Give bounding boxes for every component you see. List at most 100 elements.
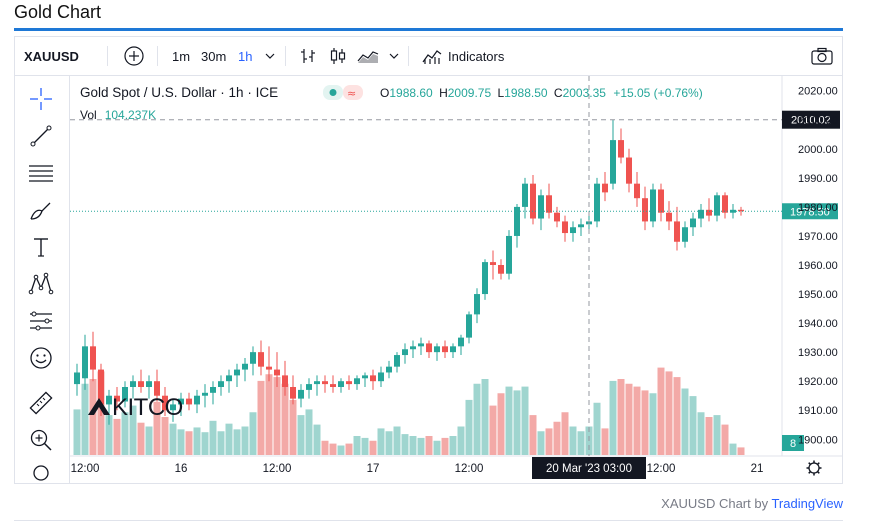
forecast-tool[interactable] <box>28 308 54 334</box>
candle-body <box>170 404 176 411</box>
indicators-icon <box>422 50 442 64</box>
snapshot-button[interactable] <box>811 37 833 75</box>
volume-bar <box>265 374 273 455</box>
tradingview-link[interactable]: TradingView <box>771 496 843 511</box>
time-tick-label: 12:00 <box>647 463 676 475</box>
plus-circle-icon <box>124 46 144 66</box>
interval-1m[interactable]: 1m <box>172 48 191 64</box>
last-price-tag <box>782 203 838 220</box>
price-tick-label: 1970.00 <box>798 231 838 243</box>
emoji-tool[interactable] <box>28 345 54 371</box>
candle-body <box>578 224 584 228</box>
price-tick-label: 1950.00 <box>798 289 838 301</box>
volume-bar <box>177 429 185 455</box>
gear-tooth <box>808 471 811 474</box>
candle-body <box>738 209 744 212</box>
text-tool[interactable] <box>28 234 54 260</box>
candle-body <box>250 352 256 364</box>
candle-body <box>354 378 360 385</box>
time-axis[interactable]: 12:00 16 12:00 17 12:00 12:00 21 <box>71 460 822 476</box>
candle-body <box>418 343 424 347</box>
volume-bar <box>233 429 241 455</box>
indicators-button[interactable]: Indicators <box>422 37 504 75</box>
interval-30m[interactable]: 30m <box>201 48 227 64</box>
time-tick-label: 21 <box>751 463 764 475</box>
crosshair-tool[interactable] <box>28 86 54 112</box>
volume-bar <box>225 423 233 455</box>
volume-bar <box>697 412 705 455</box>
candle-body <box>666 212 672 222</box>
last-price-line: 1978.50 8 <box>70 203 838 451</box>
bar-style-icon <box>301 49 315 63</box>
time-tick-label: 12:00 <box>71 463 100 475</box>
volume-bar <box>409 436 417 455</box>
brush-tool[interactable] <box>28 197 54 223</box>
volume-bar <box>257 380 265 455</box>
ruler-tool[interactable] <box>28 390 54 416</box>
volume-bar <box>521 386 529 455</box>
credit-text: XAUUSD Chart by <box>661 496 772 511</box>
candle-body <box>618 140 624 158</box>
volume-bar <box>361 437 369 455</box>
volume-bar <box>609 380 617 455</box>
candle-body <box>130 381 136 387</box>
volume-bar <box>121 412 129 455</box>
camera-icon <box>811 47 833 65</box>
volume-bar <box>113 418 121 455</box>
volume-bar <box>601 428 609 455</box>
ohlc-values: O1988.60 H2009.75 L1988.50 C2003.35 +15.… <box>380 86 703 100</box>
volume-bar <box>153 401 161 455</box>
volume-bar <box>689 396 697 455</box>
candle-body <box>442 346 448 353</box>
volume-bar <box>481 379 489 455</box>
price-chart[interactable]: KITCO 2010.02 20 Mar '23 03:00 1978.50 8 2… <box>70 76 842 483</box>
candle-body <box>74 372 80 385</box>
symbol-search[interactable]: XAUUSD <box>24 48 79 64</box>
pattern-tool[interactable] <box>28 271 54 297</box>
volume-bar <box>201 432 209 455</box>
horizontal-lines-tool[interactable] <box>28 160 54 186</box>
crosshair-time-tag <box>532 457 646 479</box>
price-axis[interactable]: 2020.00 2010.00 2000.00 1990.00 1980.00 1970.… <box>798 86 838 447</box>
candle-body <box>474 294 480 315</box>
candle-body <box>258 352 264 367</box>
price-tick-label: 1990.00 <box>798 173 838 185</box>
time-tick-label: 12:00 <box>455 463 484 475</box>
candle-body <box>266 366 272 370</box>
chart-type-dropdown[interactable] <box>388 37 400 75</box>
legend: Gold Spot / U.S. Dollar · 1h · ICE ≈ O19… <box>80 85 703 122</box>
candle-body <box>114 395 120 402</box>
volume-bar <box>393 426 401 455</box>
price-tick-label: 1940.00 <box>798 318 838 330</box>
gear-tooth <box>808 462 811 465</box>
candle-style-button[interactable] <box>329 37 347 75</box>
candle-body <box>370 375 376 382</box>
magnet-tool[interactable] <box>28 464 54 482</box>
toolbar-divider <box>157 46 158 66</box>
candle-body <box>690 218 696 228</box>
volume-bar <box>665 371 673 455</box>
compare-add-button[interactable] <box>123 37 145 75</box>
candle-body <box>546 195 552 213</box>
volume-bar <box>289 399 297 455</box>
chart-settings-icon[interactable] <box>806 460 822 476</box>
candle-body <box>682 227 688 242</box>
ruler-icon <box>29 391 53 415</box>
area-style-button[interactable] <box>357 37 379 75</box>
candle-body <box>714 195 720 216</box>
interval-1h[interactable]: 1h <box>238 48 253 64</box>
volume-bar <box>457 426 465 455</box>
candle-body <box>466 314 472 338</box>
trendline-tool[interactable] <box>28 123 54 149</box>
price-tick-label: 2020.00 <box>798 86 838 98</box>
bar-style-button[interactable] <box>299 37 317 75</box>
page-title: Gold Chart <box>14 2 102 22</box>
volume-bar <box>337 445 345 455</box>
magnet-icon <box>33 465 49 481</box>
volume-bar <box>681 388 689 455</box>
zoom-in-tool[interactable] <box>28 427 54 453</box>
interval-dropdown[interactable] <box>264 37 276 75</box>
volume-bar <box>729 443 737 455</box>
volume-bar <box>217 431 225 455</box>
candle-body <box>594 183 600 222</box>
